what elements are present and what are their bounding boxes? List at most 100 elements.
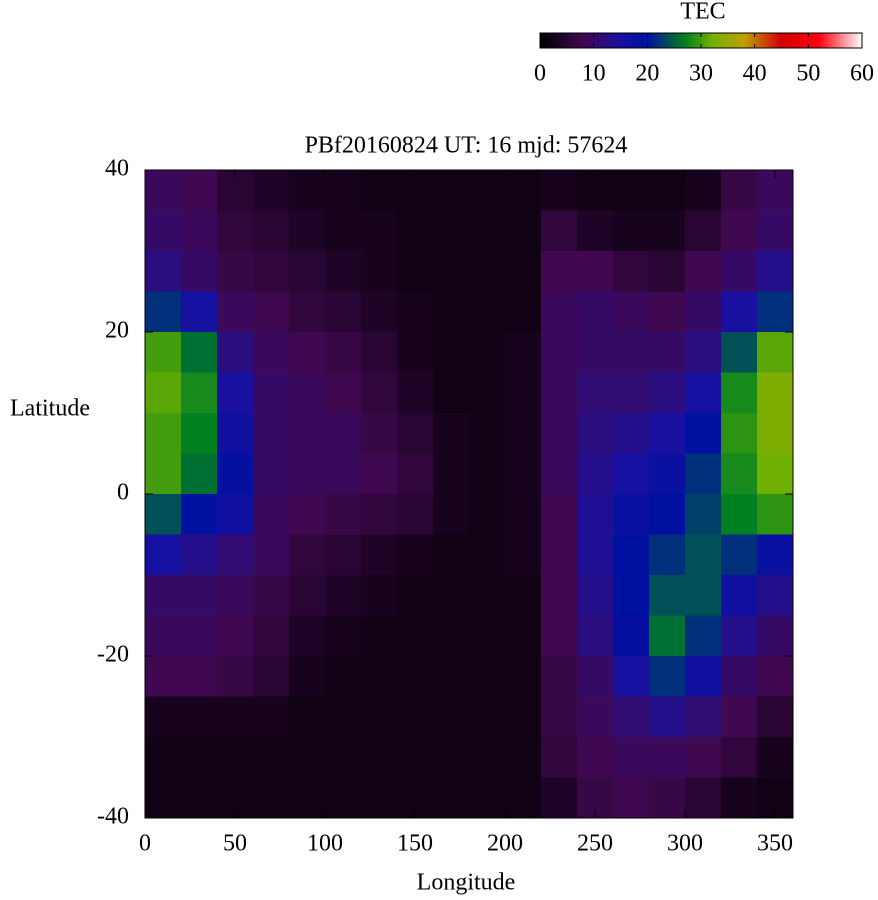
heatmap-cell <box>649 534 686 576</box>
heatmap-cell <box>289 251 326 292</box>
heatmap-cell <box>757 534 794 576</box>
heatmap-cell <box>649 372 686 414</box>
heatmap-cell <box>649 777 686 819</box>
heatmap-cell <box>613 656 650 697</box>
heatmap-cell <box>469 696 506 738</box>
heatmap-cell <box>721 615 758 657</box>
heatmap-cell <box>289 413 326 454</box>
colorbar-tick-label: 50 <box>796 61 820 87</box>
heatmap-cell <box>361 575 398 616</box>
heatmap-cell <box>325 575 362 616</box>
heatmap-cell <box>325 210 362 252</box>
heatmap-cell <box>253 777 290 819</box>
heatmap-cell <box>397 494 434 535</box>
heatmap-cell <box>325 777 362 819</box>
heatmap-cell <box>325 413 362 454</box>
heatmap-cell <box>469 210 506 252</box>
heatmap-cell <box>289 656 326 697</box>
heatmap-cell <box>289 575 326 616</box>
heatmap-cell <box>433 696 470 738</box>
x-tick-label: 50 <box>223 831 247 857</box>
heatmap-cell <box>253 696 290 738</box>
heatmap-cell <box>397 656 434 697</box>
heatmap-cell <box>253 615 290 657</box>
heatmap-cell <box>541 777 578 819</box>
heatmap-cell <box>505 413 542 454</box>
y-tick-label: -40 <box>97 804 129 830</box>
heatmap-cell <box>577 656 614 697</box>
heatmap-cell <box>541 575 578 616</box>
heatmap-cell <box>397 696 434 738</box>
heatmap-cell <box>613 291 650 333</box>
heatmap-cell <box>469 494 506 535</box>
heatmap-cell <box>433 170 470 211</box>
heatmap-cell <box>433 210 470 252</box>
heatmap-cell <box>469 534 506 576</box>
heatmap-cell <box>541 656 578 697</box>
heatmap-cell <box>721 413 758 454</box>
heatmap-cell <box>721 170 758 211</box>
heatmap-cell <box>649 696 686 738</box>
heatmap-cell <box>613 210 650 252</box>
heatmap-cell <box>145 615 182 657</box>
heatmap-cell <box>577 696 614 738</box>
heatmap-cell <box>685 453 722 495</box>
heatmap-cell <box>469 372 506 414</box>
heatmap-cell <box>757 656 794 697</box>
heatmap-cell <box>685 413 722 454</box>
heatmap-cell <box>649 251 686 292</box>
heatmap-cell <box>613 615 650 657</box>
heatmap-cell <box>433 413 470 454</box>
heatmap-cell <box>289 777 326 819</box>
heatmap-cell <box>685 534 722 576</box>
heatmap-cell <box>181 656 218 697</box>
heatmap-cell <box>325 372 362 414</box>
heatmap-cell <box>577 210 614 252</box>
heatmap-cell <box>361 615 398 657</box>
heatmap-cell <box>397 575 434 616</box>
heatmap-cell <box>613 696 650 738</box>
heatmap-cell <box>361 210 398 252</box>
heatmap-cell <box>469 291 506 333</box>
heatmap-cell <box>433 251 470 292</box>
heatmap-cell <box>325 737 362 778</box>
heatmap-cell <box>721 575 758 616</box>
heatmap-cell <box>145 737 182 778</box>
heatmap-cell <box>649 210 686 252</box>
heatmap-cell <box>217 575 254 616</box>
heatmap-cell <box>217 251 254 292</box>
heatmap-cell <box>433 494 470 535</box>
heatmap-cell <box>685 210 722 252</box>
heatmap-cell <box>649 494 686 535</box>
heatmap-cell <box>649 453 686 495</box>
heatmap-cell <box>685 656 722 697</box>
heatmap-cell <box>181 332 218 373</box>
heatmap-cell <box>577 534 614 576</box>
heatmap-cell <box>505 453 542 495</box>
chart-title: PBf20160824 UT: 16 mjd: 57624 <box>305 133 628 159</box>
heatmap-cell <box>325 251 362 292</box>
heatmap-cell <box>505 534 542 576</box>
heatmap-cell <box>541 413 578 454</box>
heatmap-cell <box>469 251 506 292</box>
heatmap-cell <box>433 372 470 414</box>
heatmap-cell <box>433 534 470 576</box>
heatmap-cell <box>721 251 758 292</box>
heatmap-cell <box>649 413 686 454</box>
heatmap-cell <box>721 372 758 414</box>
heatmap-cell <box>469 656 506 697</box>
heatmap-cell <box>181 494 218 535</box>
heatmap-cell <box>145 534 182 576</box>
heatmap-cell <box>577 372 614 414</box>
heatmap-cell <box>289 494 326 535</box>
heatmap-cell <box>433 453 470 495</box>
heatmap-cell <box>325 332 362 373</box>
heatmap-cell <box>505 170 542 211</box>
heatmap-cell <box>505 332 542 373</box>
heatmap-cell <box>505 777 542 819</box>
heatmap-cell <box>577 494 614 535</box>
heatmap-cell <box>685 251 722 292</box>
heatmap-cell <box>181 696 218 738</box>
heatmap-cell <box>325 170 362 211</box>
